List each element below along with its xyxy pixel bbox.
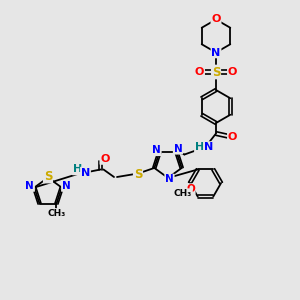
Text: H: H xyxy=(195,142,204,152)
Text: O: O xyxy=(228,131,237,142)
Text: S: S xyxy=(212,65,220,79)
Text: N: N xyxy=(152,146,161,155)
Text: S: S xyxy=(44,169,52,183)
Text: N: N xyxy=(212,47,220,58)
Text: N: N xyxy=(62,181,70,191)
Text: O: O xyxy=(100,154,110,164)
Text: CH₃: CH₃ xyxy=(47,209,66,218)
Text: N: N xyxy=(174,144,182,154)
Text: O: O xyxy=(228,67,237,77)
Text: N: N xyxy=(165,174,174,184)
Text: O: O xyxy=(195,67,204,77)
Text: H: H xyxy=(73,164,82,175)
Text: N: N xyxy=(81,167,90,178)
Text: CH₃: CH₃ xyxy=(174,189,192,198)
Text: N: N xyxy=(26,181,34,191)
Text: N: N xyxy=(204,142,213,152)
Text: O: O xyxy=(186,184,195,194)
Text: S: S xyxy=(134,167,142,181)
Text: O: O xyxy=(211,14,221,25)
